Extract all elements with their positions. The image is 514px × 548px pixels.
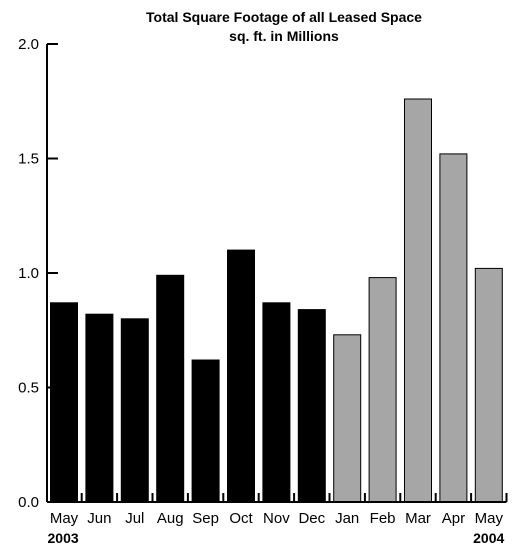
x-tick-label-8: Jan xyxy=(335,510,359,527)
y-tick-labels: 0.0 0.5 1.0 1.5 2.0 xyxy=(18,36,39,511)
bar-feb-2004 xyxy=(368,277,397,503)
axes-group xyxy=(46,43,508,503)
x-tick-label-3: Aug xyxy=(157,510,184,527)
x-tick-label-11: Apr xyxy=(442,510,465,527)
x-tick-label-4: Sep xyxy=(192,510,219,527)
year-labels: 2003 2004 xyxy=(48,530,505,546)
y-tick-label-0.5: 0.5 xyxy=(18,380,39,397)
chart-subtitle: sq. ft. in Millions xyxy=(229,28,339,44)
bar-apr-2004 xyxy=(439,153,468,503)
x-tick-label-12: May xyxy=(475,510,504,527)
bar-may-2004 xyxy=(474,267,503,503)
bar-dec-2003 xyxy=(297,309,326,503)
year-label-2004: 2004 xyxy=(473,530,504,546)
bar-may-2003 xyxy=(50,302,78,503)
y-tick-label-1.0: 1.0 xyxy=(18,265,39,282)
x-tick-label-0: May xyxy=(50,510,79,527)
y-tick-label-2.0: 2.0 xyxy=(18,36,39,53)
x-tick-labels: May Jun Jul Aug Sep Oct Nov Dec Jan Feb Mar Apr May xyxy=(50,510,504,527)
bar-oct-2003 xyxy=(227,249,255,503)
bar-jul-2003 xyxy=(120,318,149,503)
chart-title: Total Square Footage of all Leased Space xyxy=(146,9,422,25)
bars-group xyxy=(50,98,503,503)
bar-mar-2004 xyxy=(404,98,432,503)
bar-aug-2003 xyxy=(156,274,185,503)
y-tick-label-0.0: 0.0 xyxy=(18,494,39,511)
x-tick-label-5: Oct xyxy=(229,510,253,527)
x-tick-label-10: Mar xyxy=(405,510,431,527)
x-tick-label-1: Jun xyxy=(87,510,111,527)
year-label-2003: 2003 xyxy=(48,530,79,546)
x-tick-label-2: Jul xyxy=(125,510,144,527)
bar-jan-2004 xyxy=(333,334,362,503)
x-tick-label-9: Feb xyxy=(370,510,396,527)
x-tick-label-6: Nov xyxy=(263,510,290,527)
bar-jun-2003 xyxy=(85,313,114,503)
bar-nov-2003 xyxy=(262,302,291,503)
y-tick-label-1.5: 1.5 xyxy=(18,151,39,168)
x-tick-label-7: Dec xyxy=(298,510,325,527)
bar-sep-2003 xyxy=(191,359,220,503)
